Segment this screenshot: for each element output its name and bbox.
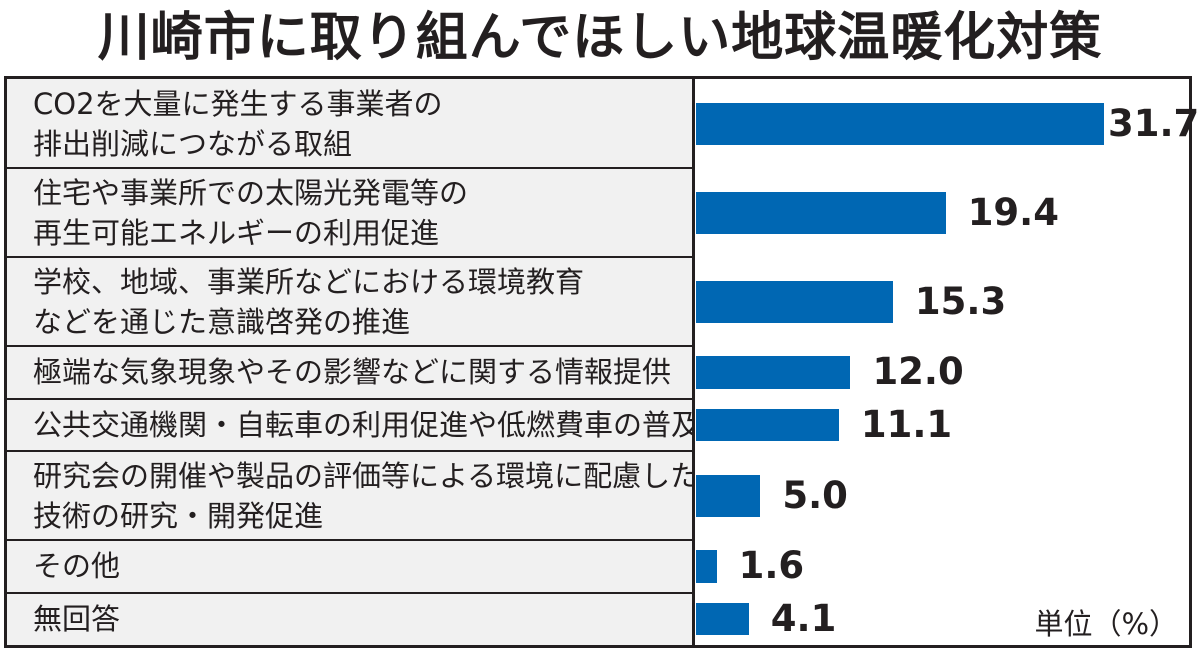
chart-title: 川崎市に取り組んでほしい地球温暖化対策 [97, 8, 1103, 68]
category-label: 無回答 [7, 593, 692, 645]
bar [696, 102, 1104, 145]
category-label-line: 極端な気象現象やその影響などに関する情報提供 [33, 355, 672, 390]
category-label: 公共交通機関・自転車の利用促進や低燃費車の普及 [7, 399, 692, 451]
row-separator [7, 256, 692, 259]
value-label: 11.1 [860, 402, 953, 446]
bar [696, 356, 851, 389]
value-label: 19.4 [967, 190, 1059, 234]
chart-frame [4, 76, 1192, 648]
category-label-line: 学校、地域、事業所などにおける環境教育 [33, 264, 585, 299]
row-separator [7, 167, 692, 170]
category-label-column [7, 79, 692, 645]
row-separator [7, 397, 692, 400]
value-label: 31.7 [1108, 101, 1200, 145]
unit-label: 単位（%） [1034, 607, 1178, 641]
value-label: 15.3 [914, 279, 1007, 323]
value-label: 4.1 [770, 596, 837, 640]
category-label: 極端な気象現象やその影響などに関する情報提供 [7, 346, 692, 398]
category-label-line: CO2を大量に発生する事業者の [33, 86, 443, 121]
bar [696, 550, 717, 583]
category-label: 住宅や事業所での太陽光発電等の 再生可能エネルギーの利用促進 [7, 168, 692, 257]
row-separator [7, 345, 692, 348]
category-label-line: 住宅や事業所での太陽光発電等の [33, 175, 469, 210]
bar [696, 474, 761, 517]
value-label: 1.6 [738, 544, 805, 588]
category-label-line: 無回答 [33, 601, 121, 636]
category-label-line: 再生可能エネルギーの利用促進 [33, 215, 440, 250]
row-separator [7, 539, 692, 542]
category-label-line: 排出削減につながる取組 [33, 126, 353, 161]
category-label-line: などを通じた意識啓発の推進 [33, 304, 411, 339]
value-label: 5.0 [782, 473, 848, 517]
category-label: その他 [7, 540, 692, 592]
category-label-line: 公共交通機関・自転車の利用促進や低燃費車の普及 [33, 407, 692, 442]
bar [696, 191, 946, 234]
bar [696, 280, 893, 323]
category-label: CO2を大量に発生する事業者の 排出削減につながる取組 [7, 79, 692, 168]
bar [696, 408, 839, 442]
category-label: 研究会の開催や製品の評価等による環境に配慮した 技術の研究・開発促進 [7, 451, 692, 540]
axis-divider-line [692, 79, 695, 645]
category-label-line: その他 [33, 549, 121, 584]
category-label-line: 技術の研究・開発促進 [33, 498, 324, 533]
value-label: 12.0 [872, 350, 964, 394]
row-separator [7, 450, 692, 453]
bar [696, 602, 749, 636]
category-label-line: 研究会の開催や製品の評価等による環境に配慮した [33, 458, 692, 493]
row-separator [7, 591, 692, 594]
category-label: 学校、地域、事業所などにおける環境教育 などを通じた意識啓発の推進 [7, 257, 692, 346]
